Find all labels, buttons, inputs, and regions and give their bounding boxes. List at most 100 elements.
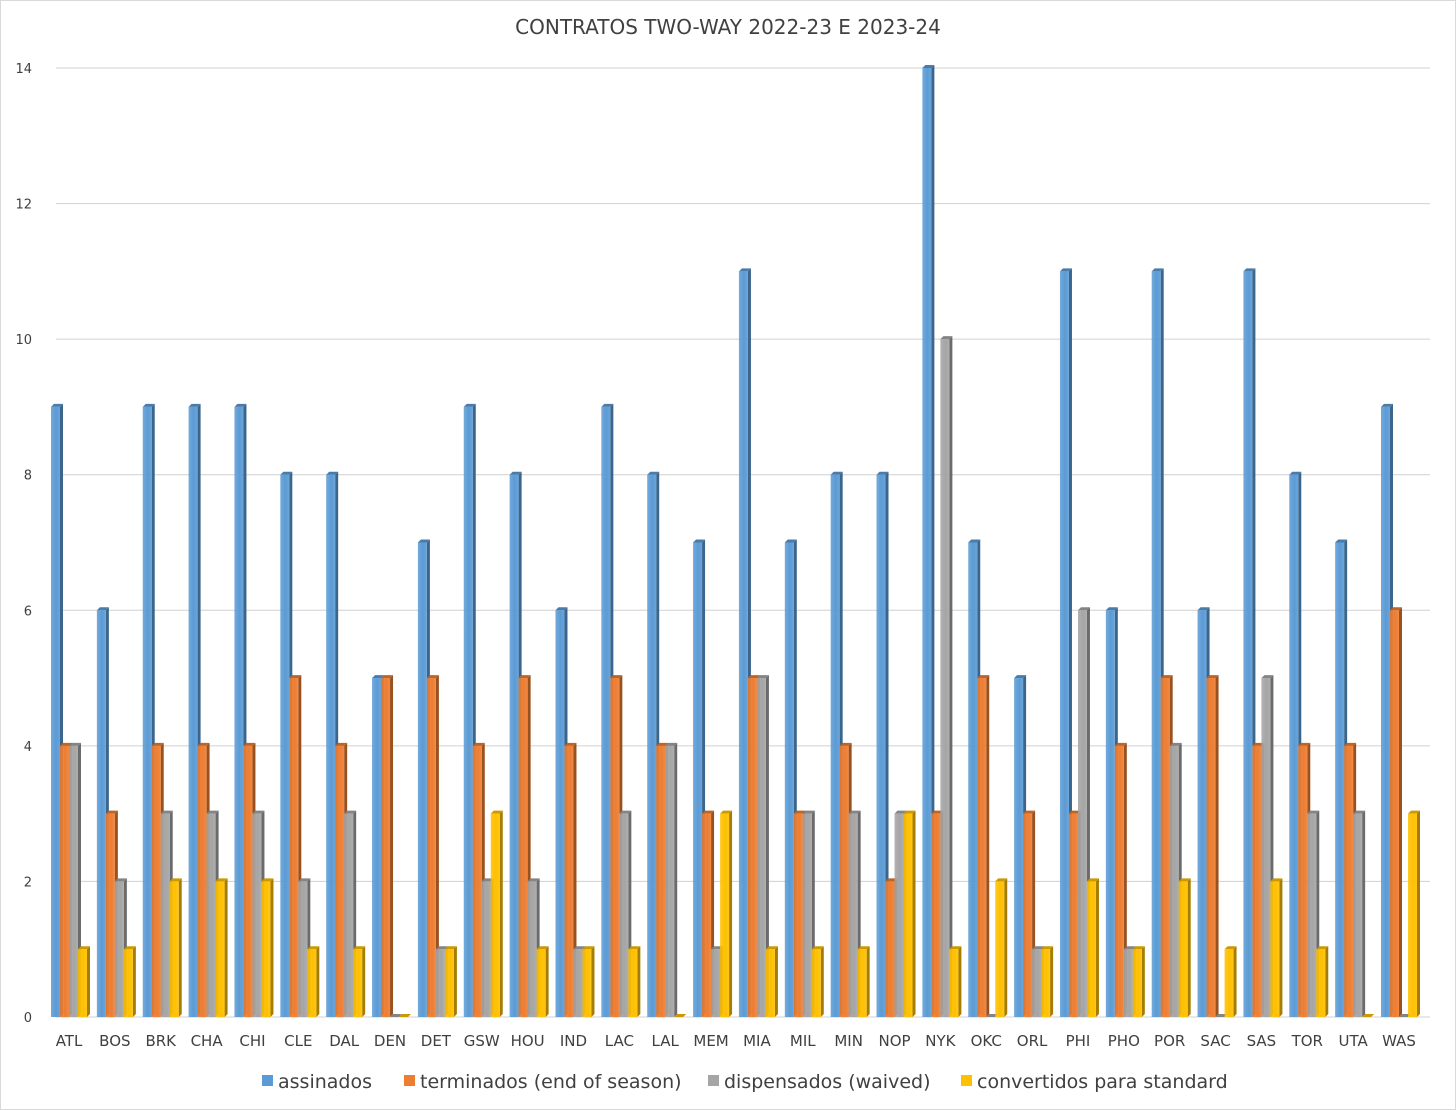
bar-front xyxy=(628,949,638,1017)
bar-top xyxy=(940,336,953,340)
bar xyxy=(628,946,641,1017)
bar-side xyxy=(958,946,962,1017)
bar-front xyxy=(747,678,757,1017)
bar-top xyxy=(344,810,357,814)
bar-top xyxy=(326,471,339,475)
bar-top xyxy=(876,471,889,475)
legend-label: terminados (end of season) xyxy=(420,1071,682,1093)
bar-front xyxy=(1289,474,1299,1017)
bar-front xyxy=(702,813,712,1017)
bar-top xyxy=(674,1014,687,1017)
bar-front xyxy=(444,949,454,1017)
bar xyxy=(720,810,733,1017)
bar-front xyxy=(711,949,721,1017)
bar-top xyxy=(1298,742,1311,746)
bar-front xyxy=(234,406,244,1017)
bar-front xyxy=(527,881,537,1017)
bar-top xyxy=(298,878,311,882)
bar-top xyxy=(51,403,63,407)
bar-front xyxy=(903,813,913,1017)
bar xyxy=(582,946,595,1017)
x-tick-label: PHO xyxy=(1108,1032,1140,1050)
bar-top xyxy=(1123,946,1136,950)
bar-top xyxy=(765,946,778,950)
bar-top xyxy=(69,742,81,746)
y-tick-label: 2 xyxy=(24,875,32,890)
bar-front xyxy=(738,271,748,1017)
bar-top xyxy=(435,946,448,950)
bar-top xyxy=(1316,946,1329,950)
bar-side xyxy=(729,810,733,1017)
x-tick-label: MIA xyxy=(743,1032,771,1050)
bar-front xyxy=(601,406,611,1017)
bar-top xyxy=(1077,607,1090,611)
bar-front xyxy=(252,813,262,1017)
bar-front xyxy=(1390,610,1399,1017)
bar-top xyxy=(1307,810,1320,814)
x-tick-label: CLE xyxy=(284,1032,312,1050)
bar-front xyxy=(326,474,336,1017)
legend-swatch xyxy=(708,1075,719,1086)
bar-front xyxy=(885,881,895,1017)
bar-side xyxy=(765,675,769,1017)
bar-front xyxy=(1023,813,1033,1017)
x-tick-label: TOR xyxy=(1291,1032,1323,1050)
bar-side xyxy=(1095,878,1099,1017)
bar-front xyxy=(105,813,115,1017)
bar-front xyxy=(78,949,87,1017)
bar-front xyxy=(977,678,987,1017)
bar-top xyxy=(1032,946,1045,950)
bar-top xyxy=(390,1014,403,1017)
bar-front xyxy=(665,745,675,1017)
bar-side xyxy=(637,946,641,1017)
x-tick-label: CHI xyxy=(239,1032,265,1050)
bar-top xyxy=(1086,878,1099,882)
bar xyxy=(765,946,778,1017)
x-tick-label: POR xyxy=(1154,1032,1185,1050)
bar xyxy=(922,65,935,1017)
bar xyxy=(1270,878,1283,1017)
bar-front xyxy=(647,474,657,1017)
bar-top xyxy=(922,65,935,68)
bar-top xyxy=(399,1014,412,1017)
bar-front xyxy=(490,813,500,1017)
bar xyxy=(1041,946,1054,1017)
y-tick-label: 6 xyxy=(24,604,32,619)
bar-side xyxy=(1325,946,1329,1017)
bar xyxy=(261,878,274,1017)
bar-top xyxy=(1023,810,1036,814)
bar xyxy=(169,878,182,1017)
bar-front xyxy=(619,813,629,1017)
bar-top xyxy=(1362,1014,1375,1017)
bar-top xyxy=(903,810,916,814)
bar-front xyxy=(243,745,253,1017)
bar-front xyxy=(582,949,592,1017)
bar-front xyxy=(931,813,941,1017)
bar-front xyxy=(536,949,546,1017)
bar-top xyxy=(96,607,109,611)
bar-top xyxy=(123,946,136,950)
bar-front xyxy=(344,813,354,1017)
bar-front xyxy=(1206,678,1216,1017)
x-tick-label: DAL xyxy=(329,1032,360,1050)
bar-side xyxy=(820,946,824,1017)
bar-side xyxy=(87,946,90,1017)
bar-top xyxy=(490,810,503,814)
bar-front xyxy=(69,745,78,1017)
y-tick-label: 10 xyxy=(15,333,32,348)
bar-side xyxy=(986,675,990,1017)
bar-front xyxy=(756,678,766,1017)
bar-front xyxy=(215,881,225,1017)
bar-top xyxy=(169,878,182,882)
bar xyxy=(1362,1014,1375,1017)
bar-front xyxy=(1059,271,1069,1017)
bar-side xyxy=(949,336,953,1018)
bar-front xyxy=(693,542,703,1017)
bar-front xyxy=(922,68,932,1017)
bar-top xyxy=(784,539,797,543)
bar-side xyxy=(362,946,366,1017)
bar-front xyxy=(335,745,345,1017)
bar-side xyxy=(1004,878,1008,1017)
bar-front xyxy=(784,542,794,1017)
legend-swatch xyxy=(262,1075,273,1086)
